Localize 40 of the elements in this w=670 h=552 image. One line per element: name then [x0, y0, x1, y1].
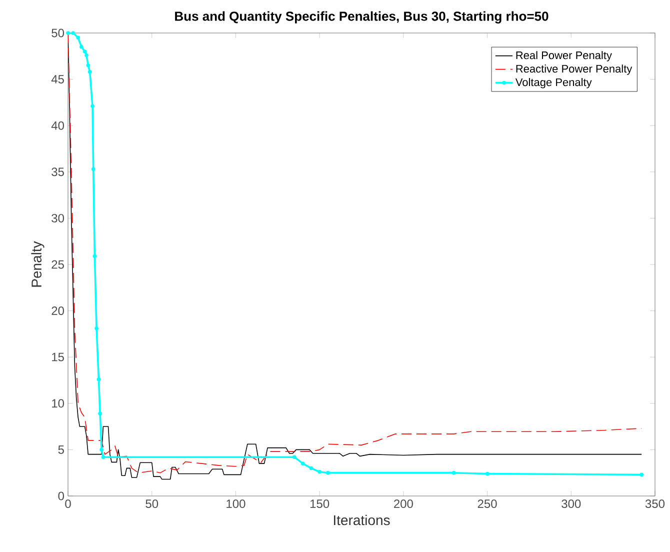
y-axis-title: Penalty: [31, 241, 44, 287]
y-tick-label: 5: [58, 446, 64, 454]
legend-label: Real Power Penalty: [516, 51, 612, 62]
x-tick-label: 100: [226, 500, 246, 508]
point: [326, 470, 330, 475]
point: [100, 448, 104, 452]
y-tick-label: 10: [52, 399, 64, 408]
point: [292, 455, 296, 459]
y-tick-label: 30: [52, 214, 64, 222]
point: [80, 44, 84, 49]
point: [84, 53, 88, 58]
legend-label: Voltage Penalty: [515, 78, 592, 88]
y-tick-label: 40: [51, 121, 64, 130]
y-tick-label: 45: [51, 75, 64, 84]
x-tick-label: 50: [146, 500, 158, 508]
point: [96, 377, 101, 382]
point: [94, 326, 98, 330]
legend-label: Reactive Power Penalty: [516, 64, 632, 75]
y-tick-label: 15: [52, 352, 64, 362]
y-tick-label: 50: [52, 28, 64, 38]
point: [91, 167, 96, 172]
point: [318, 470, 322, 474]
point: [82, 50, 87, 54]
y-tick-label: 0: [58, 492, 64, 500]
point: [309, 466, 314, 470]
x-tick-label: 250: [478, 500, 497, 508]
point: [98, 412, 102, 416]
x-tick-label: 150: [310, 500, 330, 508]
x-axis-title: Iterations: [334, 514, 390, 526]
chart-title: Bus and Quantity Specific Penalties, Bus 30, Starting rho=50: [175, 11, 548, 24]
point: [452, 470, 456, 475]
point: [101, 455, 106, 459]
x-tick-label: 0: [65, 500, 71, 508]
x-tick-label: 350: [645, 500, 665, 508]
y-tick-label: 35: [52, 168, 64, 176]
point: [640, 472, 644, 477]
x-tick-label: 200: [394, 500, 413, 508]
y-tick-label: 20: [52, 306, 64, 316]
y-tick-label: 25: [52, 260, 64, 269]
x-tick-label: 300: [562, 500, 581, 508]
